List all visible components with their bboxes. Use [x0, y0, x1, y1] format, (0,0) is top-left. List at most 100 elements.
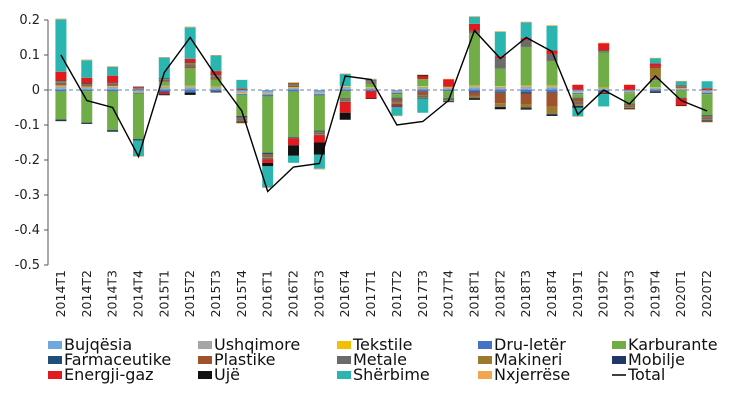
bar-segment — [417, 88, 429, 90]
bar-segment — [443, 98, 455, 99]
bar-segment — [107, 82, 119, 84]
bar-segment — [365, 90, 377, 92]
bar-segment — [158, 82, 170, 86]
legend-swatch — [198, 341, 212, 349]
bar-segment — [158, 78, 170, 80]
bar-segment — [391, 90, 403, 92]
bar-segment — [520, 39, 532, 47]
x-tick-label: 2017T1 — [363, 270, 378, 317]
x-tick-label: 2019T2 — [596, 270, 611, 317]
bar-segment — [288, 155, 300, 163]
bar-segment — [443, 78, 455, 80]
x-tick-label: 2019T1 — [570, 270, 585, 317]
bar-segment — [210, 78, 222, 80]
bar-segment — [81, 90, 93, 92]
bar-segment — [468, 85, 480, 87]
bar-segment — [132, 89, 144, 90]
bar-segment — [701, 121, 713, 123]
y-tick-label: 0.1 — [19, 48, 40, 63]
bar-segment — [262, 93, 274, 95]
bar-segment — [546, 92, 558, 107]
bar-segment — [675, 97, 687, 99]
bar-segment — [210, 90, 222, 92]
bar-segment — [313, 134, 325, 136]
legend-swatch — [48, 356, 62, 364]
bar-segment — [468, 90, 480, 92]
bar-segment — [649, 87, 661, 88]
bar-segment — [417, 98, 429, 113]
bar-segment — [468, 23, 480, 31]
bar-segment — [262, 162, 274, 167]
legend-swatch — [478, 341, 492, 349]
bar-segment — [262, 154, 274, 156]
legend-label: Dru-letër — [494, 335, 566, 354]
bar-segment — [546, 86, 558, 88]
bar-segment — [572, 104, 584, 106]
bar-segment — [158, 57, 170, 58]
bar-segment — [55, 84, 67, 86]
bar-segment — [313, 142, 325, 155]
bar-segment — [288, 91, 300, 138]
bar-segment — [262, 166, 274, 188]
bar-segment — [649, 90, 661, 92]
bar-segment — [184, 63, 196, 65]
legend-label: Karburante — [628, 335, 718, 354]
bar-segment — [598, 92, 610, 94]
bar-segment — [236, 121, 248, 123]
bar-segment — [288, 137, 300, 139]
bar-segment — [391, 94, 403, 98]
bar-segment — [81, 60, 93, 78]
legend-swatch — [48, 341, 62, 349]
bar-segment — [417, 91, 429, 92]
legend-swatch — [478, 356, 492, 364]
y-tick-label: 0 — [32, 83, 40, 98]
bar-segment — [210, 88, 222, 90]
x-tick-label: 2015T4 — [234, 270, 249, 317]
y-tick-label: -0.5 — [15, 258, 40, 273]
bar-segment — [624, 109, 636, 110]
bar-segment — [184, 62, 196, 64]
bar-segment — [81, 86, 93, 89]
bar-segment — [339, 98, 351, 100]
bar-segment — [624, 108, 636, 110]
bar-segment — [520, 22, 532, 39]
legend-label: Bujqësia — [64, 335, 132, 354]
bar-segment — [391, 106, 403, 116]
bar-segment — [675, 86, 687, 88]
bar-segment — [468, 86, 480, 88]
y-tick-label: -0.1 — [15, 118, 40, 133]
bar-segment — [339, 86, 351, 87]
bar-segment — [107, 91, 119, 130]
bar-segment — [210, 55, 222, 72]
bar-segment — [520, 107, 532, 109]
bar-segment — [81, 122, 93, 124]
bar-segment — [81, 123, 93, 124]
x-tick-label: 2014T3 — [105, 270, 120, 317]
bar-segment — [494, 68, 506, 87]
bar-segment — [391, 92, 403, 94]
bar-segment — [624, 93, 636, 104]
bar-segment — [494, 86, 506, 87]
bar-segment — [391, 91, 403, 93]
bar-segment — [107, 83, 119, 86]
bar-segment — [649, 79, 661, 81]
bar-segment — [468, 95, 480, 98]
bar-segment — [546, 60, 558, 86]
bar-segment — [417, 91, 429, 96]
y-tick-label: 0.2 — [19, 13, 40, 28]
bar-segment — [107, 88, 119, 90]
bar-segment — [184, 58, 196, 63]
bar-segment — [365, 83, 377, 88]
bar-segment — [210, 86, 222, 88]
bar-segment — [262, 187, 274, 188]
bar-segment — [210, 91, 222, 92]
bar-segment — [236, 79, 248, 89]
x-tick-label: 2020T2 — [699, 270, 714, 317]
bar-segment — [288, 83, 300, 85]
bar-segment — [520, 90, 532, 93]
bar-segment — [572, 107, 584, 117]
bar-segment — [262, 155, 274, 158]
bar-segment — [132, 139, 144, 140]
bar-segment — [468, 32, 480, 86]
legend-label: Makineri — [494, 350, 562, 369]
